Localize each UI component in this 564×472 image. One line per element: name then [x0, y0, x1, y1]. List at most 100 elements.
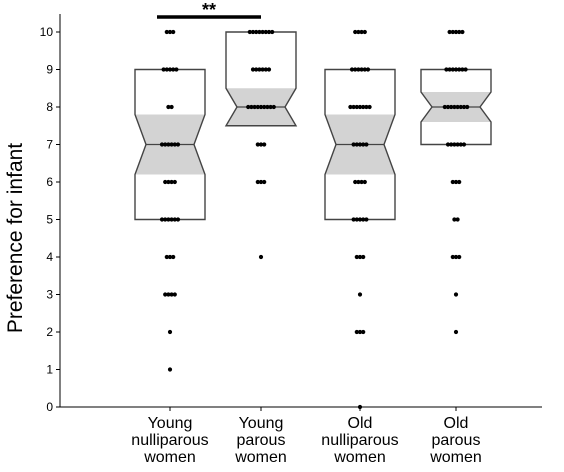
- data-point: [445, 142, 451, 147]
- box-outline-1: [224, 31, 298, 127]
- data-point: [258, 254, 264, 260]
- data-point: [354, 329, 359, 335]
- y-tick-label-4: 4: [46, 250, 53, 264]
- boxes-layer: [134, 31, 492, 221]
- category-label-3: Old parous women: [429, 415, 482, 466]
- data-point: [167, 367, 173, 372]
- data-point: [353, 29, 358, 35]
- data-point: [353, 67, 358, 72]
- data-point: [172, 142, 177, 147]
- data-point: [166, 292, 171, 297]
- data-point: [169, 104, 174, 110]
- data-point: [364, 142, 369, 147]
- data-point: [465, 104, 470, 110]
- data-point: [442, 104, 447, 110]
- y-axis-label: Preference for infant: [4, 143, 27, 333]
- data-point: [163, 217, 168, 222]
- data-point: [461, 142, 467, 147]
- data-point: [364, 104, 369, 110]
- data-point: [444, 67, 449, 72]
- data-point: [455, 217, 460, 222]
- data-point: [357, 292, 363, 297]
- y-tick-label-6: 6: [46, 175, 53, 189]
- data-point: [167, 254, 173, 260]
- data-point: [362, 179, 367, 185]
- data-point: [263, 29, 268, 35]
- data-point: [260, 67, 265, 72]
- data-point: [163, 292, 168, 297]
- data-point: [353, 179, 358, 185]
- box-outline-0: [134, 68, 206, 221]
- data-point: [351, 104, 356, 110]
- data-point: [449, 142, 454, 147]
- data-point: [457, 179, 462, 185]
- data-point: [453, 254, 459, 260]
- points-layer: [159, 29, 470, 410]
- category-label-0: Young nulliparous women: [131, 415, 208, 466]
- data-point: [172, 179, 177, 185]
- data-point: [171, 254, 176, 260]
- data-point: [174, 67, 179, 72]
- data-point: [166, 217, 171, 222]
- data-point: [445, 104, 451, 110]
- data-point: [249, 104, 254, 110]
- data-point: [460, 67, 465, 72]
- data-point: [255, 142, 260, 147]
- data-point: [354, 217, 359, 222]
- data-point: [362, 67, 367, 72]
- data-point: [359, 29, 364, 35]
- data-point: [365, 67, 371, 72]
- data-point: [453, 29, 459, 35]
- data-point: [175, 217, 181, 222]
- data-point: [164, 254, 169, 260]
- data-point: [166, 142, 171, 147]
- data-point: [354, 142, 359, 147]
- data-point: [270, 29, 275, 35]
- y-tick-label-3: 3: [46, 288, 53, 302]
- data-point: [167, 329, 173, 335]
- data-point: [447, 67, 452, 72]
- data-point: [362, 29, 367, 35]
- data-point: [171, 29, 176, 35]
- data-point: [357, 104, 363, 110]
- y-tick-label-9: 9: [46, 63, 53, 77]
- data-point: [169, 142, 174, 147]
- data-point: [361, 254, 366, 260]
- data-point: [163, 179, 168, 185]
- data-point: [457, 254, 462, 260]
- data-point: [455, 104, 460, 110]
- data-point: [167, 67, 173, 72]
- data-point: [164, 67, 169, 72]
- box-1: [224, 31, 298, 127]
- data-point: [258, 179, 264, 185]
- data-point: [357, 329, 363, 335]
- data-point: [252, 104, 257, 110]
- data-point: [458, 142, 463, 147]
- data-point: [453, 292, 459, 297]
- y-tick-label-1: 1: [46, 363, 53, 377]
- data-point: [452, 217, 457, 222]
- data-point: [356, 29, 361, 35]
- data-point: [351, 217, 356, 222]
- data-point: [357, 404, 363, 410]
- data-point: [450, 67, 455, 72]
- data-point: [364, 217, 369, 222]
- data-point: [271, 104, 276, 110]
- data-point: [255, 179, 260, 185]
- data-point: [260, 29, 265, 35]
- data-point: [458, 104, 463, 110]
- data-point: [357, 217, 363, 222]
- data-point: [367, 104, 372, 110]
- data-point: [166, 104, 171, 110]
- data-point: [172, 292, 177, 297]
- data-point: [266, 29, 272, 35]
- data-point: [450, 179, 455, 185]
- data-point: [449, 104, 454, 110]
- y-tick-label-10: 10: [40, 25, 54, 39]
- data-point: [172, 217, 177, 222]
- data-point: [460, 29, 465, 35]
- data-point: [258, 142, 264, 147]
- data-point: [164, 29, 169, 35]
- data-point: [359, 67, 364, 72]
- significance-layer: **: [157, 0, 261, 20]
